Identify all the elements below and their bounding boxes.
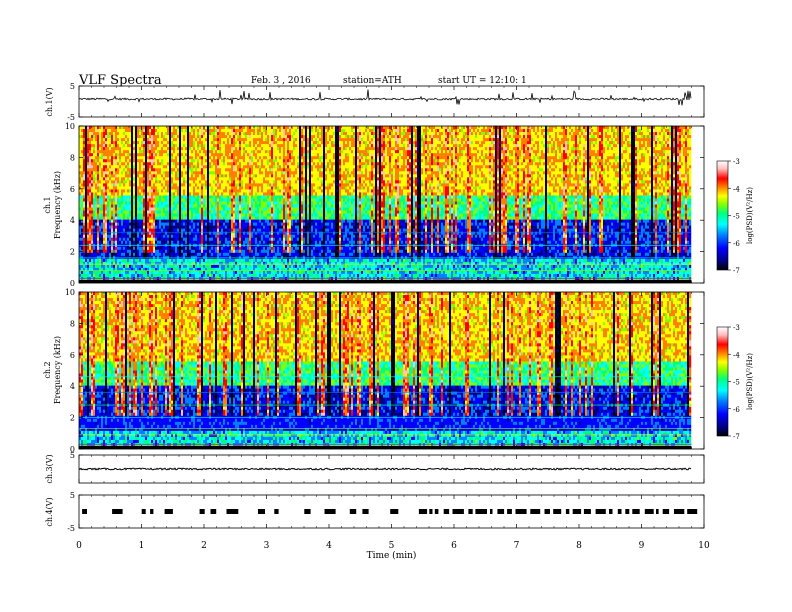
colorbar-tick-label: -6 — [733, 240, 740, 248]
station-label: station=ATH — [343, 76, 402, 86]
ch4-waveform-pulses — [82, 509, 698, 514]
dc-band — [79, 446, 692, 449]
ch1-waveform-axes: 5 -5 ch.1(V) — [45, 82, 705, 122]
x-tick-label: 1 — [139, 541, 145, 551]
colorbar-tick-label: -6 — [733, 406, 740, 414]
colorbar-tick-label: -3 — [733, 158, 740, 166]
colorbar-tick-label: -4 — [733, 185, 740, 193]
ch2-spectrogram-axes: 0 2 4 6 8 10 ch.2 Frequency (kHz) — [43, 288, 705, 454]
colorbar-gradient — [716, 160, 729, 271]
y-tick-label: -5 — [67, 113, 75, 122]
colorbar-tick-label: -7 — [733, 433, 740, 441]
figure-title: VLF Spectra — [79, 73, 162, 88]
y-tick-label: 2 — [70, 248, 75, 257]
colorbar-tick-label: -7 — [733, 267, 740, 275]
y-tick-label: 4 — [70, 382, 75, 391]
x-tick-label: 0 — [76, 541, 82, 551]
x-tick-label: 3 — [264, 541, 270, 551]
colorbar-tick-label: -4 — [733, 351, 740, 359]
ch3-waveform-trace — [78, 467, 692, 471]
colorbar-tick-label: -5 — [733, 213, 740, 221]
colorbar-tick-label: -3 — [733, 324, 740, 332]
ch1-spectrogram-image — [79, 126, 692, 284]
ch1-spectrogram-axes: 0 2 4 6 8 10 ch.1 Frequency (kHz) — [43, 122, 705, 288]
x-tick-label: 9 — [639, 541, 645, 551]
y-tick-label: 0 — [70, 279, 75, 288]
y-tick-label: 2 — [70, 414, 75, 423]
x-axis: 0 1 2 3 4 5 6 7 8 9 10 Time (min) — [76, 541, 710, 561]
ch2-spectrogram-image — [79, 292, 692, 450]
colorbar-label: log(PSD)(V²/Hz) — [746, 187, 754, 244]
y-tick-label: 8 — [70, 153, 75, 162]
colorbar-tick-label: -5 — [733, 379, 740, 387]
y-axis-label: ch.1(V) — [45, 87, 54, 116]
date-label: Feb. 3 , 2016 — [251, 76, 311, 86]
panel-channel-label: ch.1 — [43, 196, 52, 213]
y-axis-label: Frequency (kHz) — [53, 171, 62, 239]
y-tick-label: 5 — [70, 451, 75, 460]
x-tick-label: 4 — [326, 541, 332, 551]
x-tick-label: 7 — [514, 541, 520, 551]
ch1-waveform-trace — [78, 89, 692, 106]
start-time-label: start UT = 12:10: 1 — [438, 76, 527, 86]
ch1-spectrogram-colorbar: -3 -4 -5 -6 -7 log(PSD)(V²/Hz) — [716, 158, 754, 275]
panel-channel-label: ch.2 — [43, 361, 52, 378]
x-tick-label: 10 — [698, 541, 710, 551]
ch4-waveform-axes: 5 -5 ch.4(V) — [45, 491, 705, 533]
y-tick-label: 5 — [70, 491, 75, 500]
x-axis-label: Time (min) — [367, 550, 417, 561]
colorbar-label: log(PSD)(V²/Hz) — [746, 353, 754, 410]
y-axis-label: Frequency (kHz) — [53, 336, 62, 404]
x-tick-label: 2 — [201, 541, 207, 551]
y-tick-label: 6 — [70, 185, 75, 194]
ch2-spectrogram-colorbar: -3 -4 -5 -6 -7 log(PSD)(V²/Hz) — [716, 324, 754, 441]
y-tick-label: -5 — [67, 524, 75, 533]
y-tick-label: 5 — [70, 82, 75, 91]
x-tick-label: 8 — [576, 541, 582, 551]
y-tick-label: 8 — [70, 319, 75, 328]
y-tick-label: 10 — [65, 122, 75, 131]
x-tick-label: 6 — [451, 541, 457, 551]
y-tick-label: 4 — [70, 216, 75, 225]
colorbar-gradient — [716, 326, 729, 437]
y-axis-label: ch.4(V) — [45, 497, 54, 526]
dc-band — [79, 280, 692, 283]
y-axis-label: ch.3(V) — [45, 454, 54, 483]
y-tick-label: 6 — [70, 351, 75, 360]
x-tick-label: 5 — [389, 541, 395, 551]
y-tick-label: 0 — [70, 445, 75, 454]
ch3-waveform-axes: 5 ch.3(V) — [45, 451, 705, 484]
y-tick-label: 10 — [65, 288, 75, 297]
panel-frame — [78, 85, 705, 118]
